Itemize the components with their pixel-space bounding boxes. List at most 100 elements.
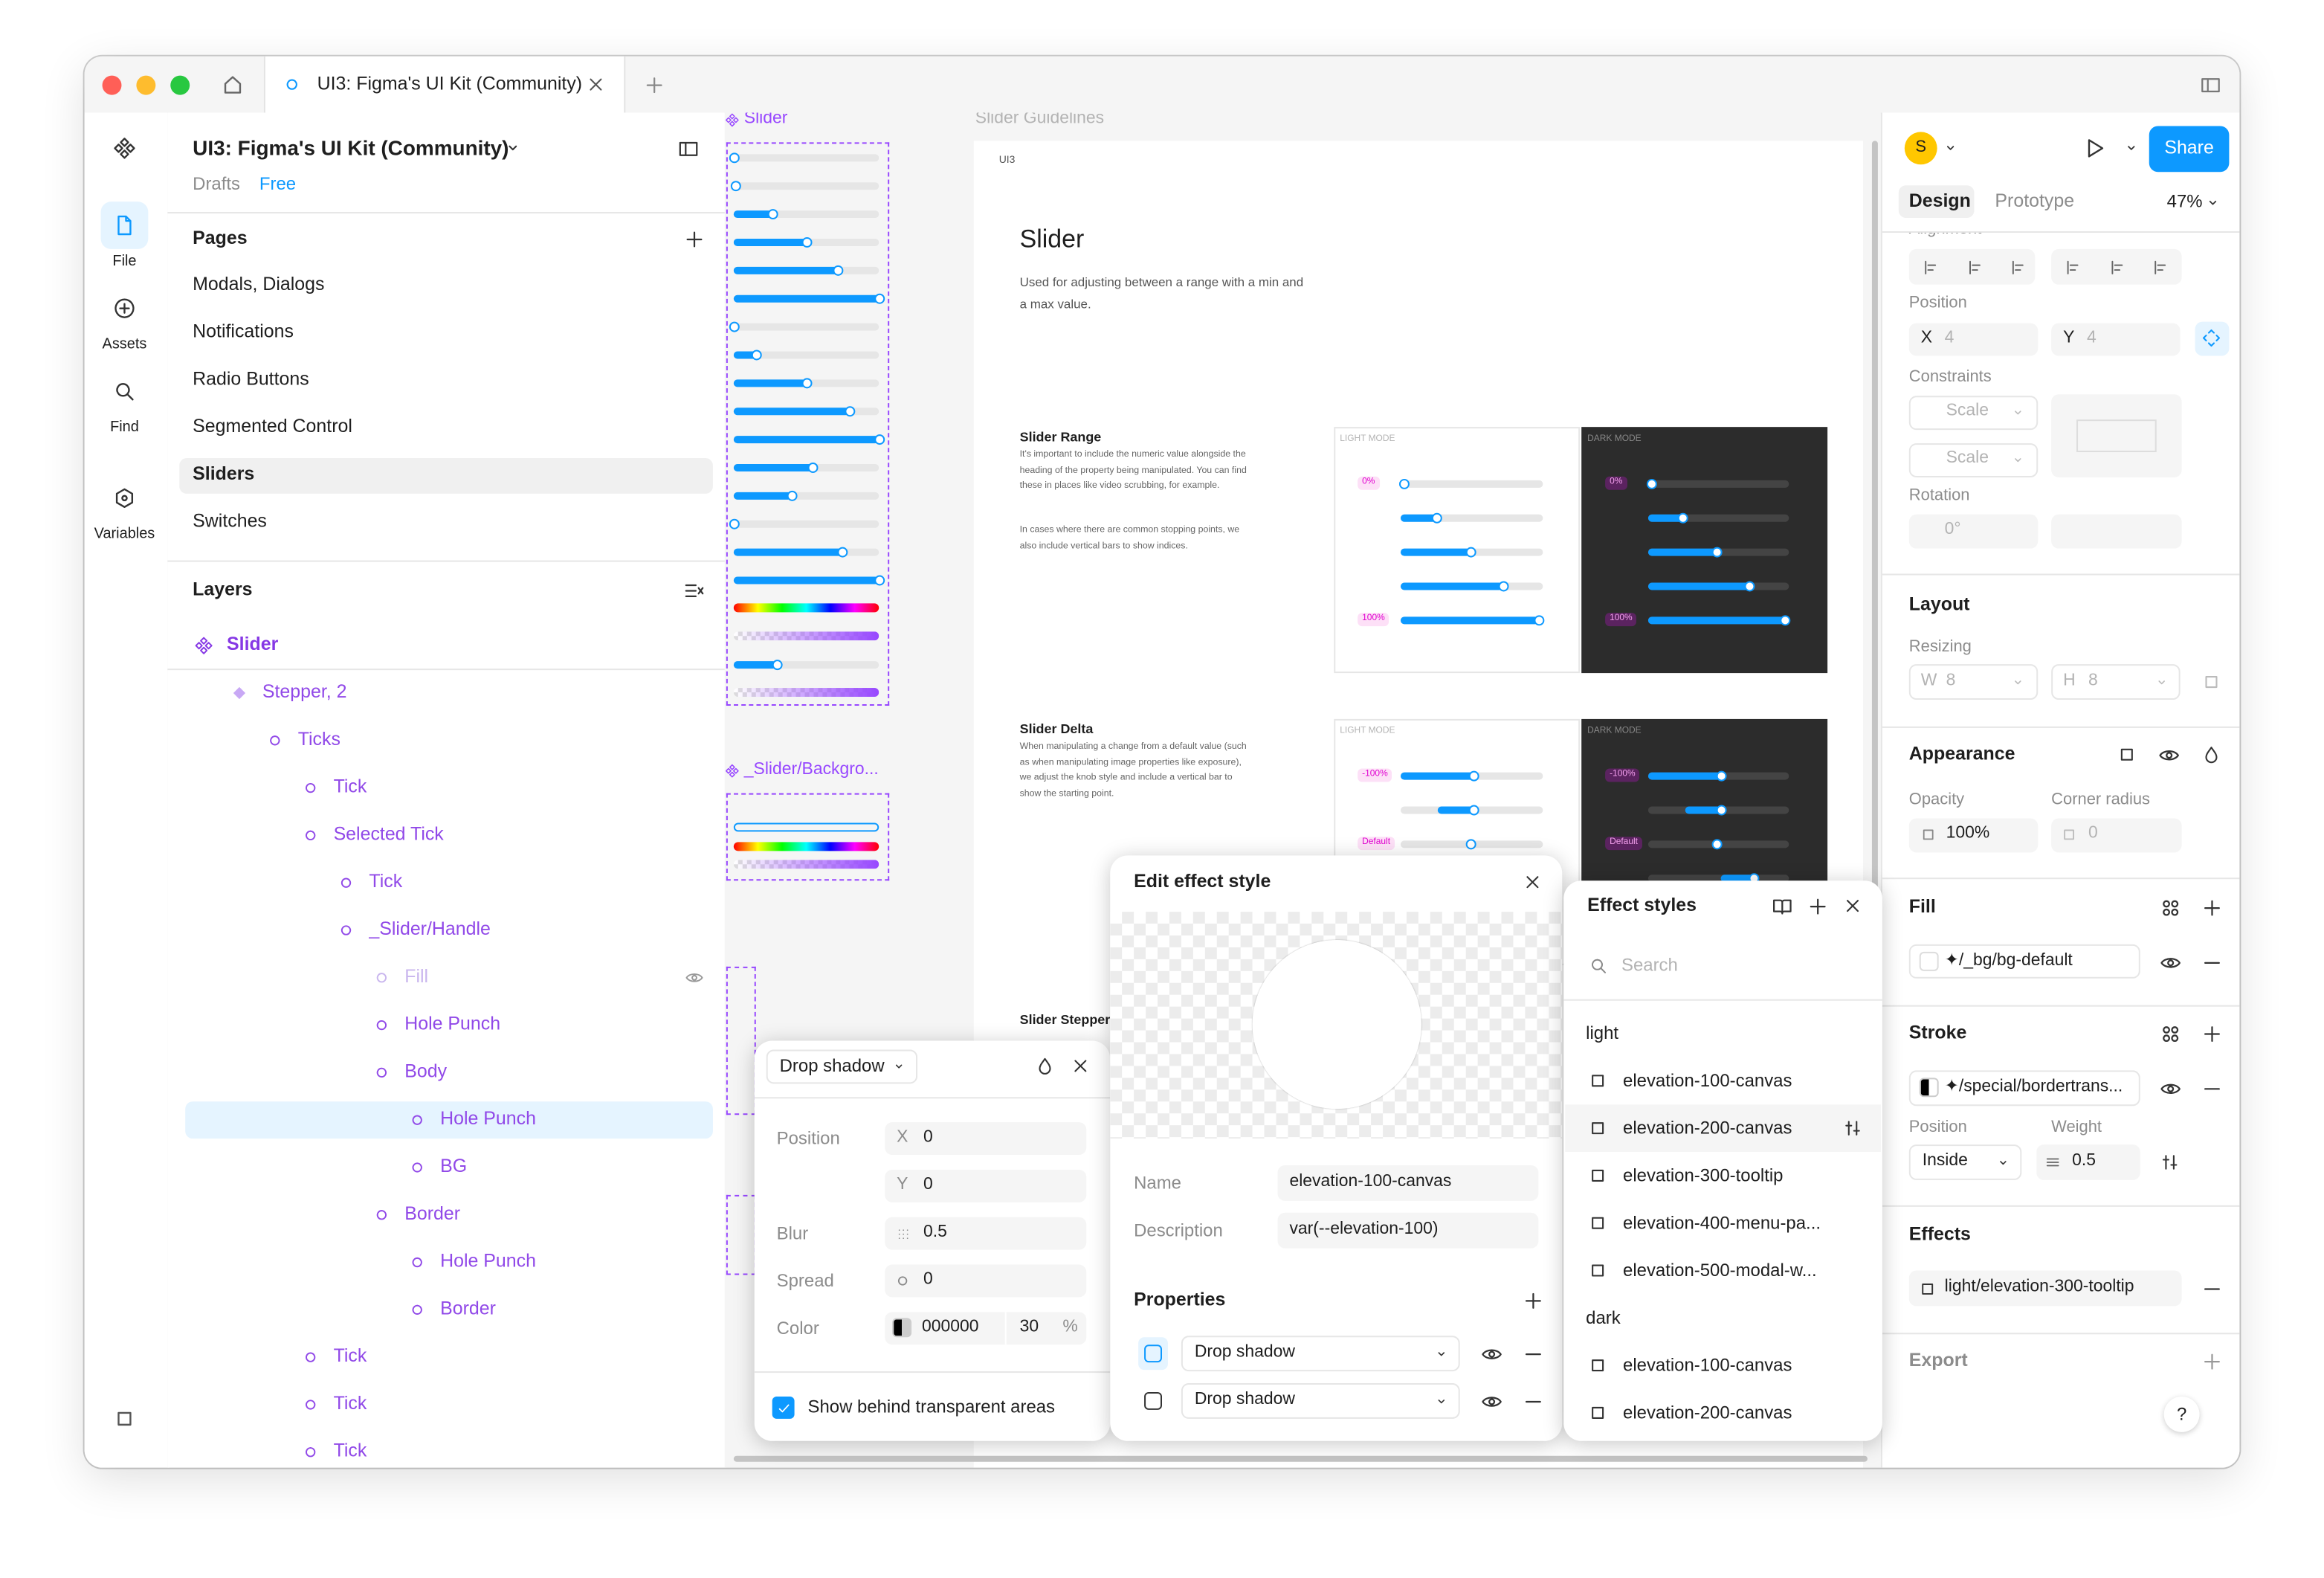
layer-icon[interactable] <box>300 1394 320 1414</box>
visibility-button[interactable] <box>2157 744 2180 766</box>
layer-icon[interactable] <box>371 1062 390 1081</box>
layer-icon[interactable] <box>371 967 390 987</box>
select-chevron[interactable] <box>1433 1393 1449 1409</box>
layers-options[interactable] <box>682 579 705 602</box>
close-popover[interactable] <box>1070 1055 1091 1076</box>
shadow-input[interactable] <box>885 1169 1087 1202</box>
select-chevron[interactable] <box>890 1057 906 1074</box>
x-input[interactable] <box>1908 323 2039 356</box>
styles-button[interactable] <box>2159 896 2181 918</box>
effect-select[interactable] <box>1181 1336 1460 1372</box>
visibility-button[interactable] <box>1480 1342 1502 1365</box>
radius-icon[interactable] <box>2060 825 2078 843</box>
close-dialog[interactable] <box>1522 872 1543 892</box>
layer-icon[interactable] <box>300 1442 320 1461</box>
effect-checkbox[interactable] <box>1144 1392 1162 1410</box>
zoom-menu[interactable] <box>2204 194 2222 212</box>
select-chevron[interactable] <box>1433 1345 1449 1362</box>
constraint-toggle[interactable] <box>2195 321 2230 356</box>
close-panel[interactable] <box>1842 895 1863 916</box>
constraint-icon[interactable] <box>2201 328 2222 349</box>
align-button[interactable] <box>1965 257 1984 277</box>
h-constraint[interactable] <box>1908 396 2039 431</box>
layer-icon[interactable] <box>371 1205 390 1224</box>
fill-row[interactable] <box>1908 944 2140 979</box>
close-button[interactable] <box>101 74 121 94</box>
select-chevron[interactable] <box>1994 1154 2010 1170</box>
present-menu[interactable] <box>2123 139 2140 157</box>
effect-icon[interactable] <box>1917 1278 1937 1298</box>
ai-button[interactable] <box>113 1407 137 1431</box>
name-input[interactable] <box>1277 1165 1539 1201</box>
help-button[interactable] <box>2163 1396 2200 1432</box>
align-button[interactable] <box>1920 257 1940 277</box>
rail-button[interactable] <box>113 486 137 510</box>
effect-select[interactable] <box>1181 1383 1460 1419</box>
layer-icon[interactable] <box>300 778 320 797</box>
effect-type-select[interactable] <box>766 1049 918 1084</box>
add-stroke[interactable] <box>2201 1023 2223 1045</box>
description-input[interactable] <box>1277 1212 1539 1249</box>
opacity-icon[interactable] <box>1920 825 1937 843</box>
align-button[interactable] <box>2007 257 2027 277</box>
remove-effect[interactable] <box>2201 1278 2223 1300</box>
style-icon[interactable] <box>1587 1213 1608 1234</box>
add-effect[interactable] <box>1521 1289 1543 1311</box>
shadow-input[interactable] <box>885 1122 1087 1156</box>
shadow-input[interactable] <box>885 1217 1087 1250</box>
opacity-input[interactable] <box>1908 818 2039 853</box>
layer-icon[interactable] <box>300 825 320 844</box>
select-chevron[interactable] <box>2009 674 2025 690</box>
align-button[interactable] <box>2107 257 2126 277</box>
styles-button[interactable] <box>2159 1023 2181 1045</box>
close-tab[interactable] <box>585 74 606 95</box>
shadow-input[interactable] <box>885 1264 1087 1298</box>
blend-button[interactable] <box>2201 744 2222 765</box>
new-tab[interactable] <box>642 74 665 96</box>
layer-icon[interactable] <box>300 1347 320 1366</box>
minimize-button[interactable] <box>135 74 155 94</box>
frame-icon[interactable] <box>725 113 740 128</box>
select-chevron[interactable] <box>2009 404 2025 420</box>
layer-icon[interactable] <box>336 872 355 892</box>
toggle-panel[interactable] <box>677 137 699 159</box>
window-menu[interactable] <box>2199 74 2221 96</box>
present-button[interactable] <box>2082 136 2106 160</box>
layer-icon[interactable] <box>407 1157 426 1176</box>
remove-effect[interactable] <box>1521 1342 1543 1365</box>
add-fill[interactable] <box>2201 896 2223 918</box>
style-icon[interactable] <box>1587 1403 1608 1423</box>
weight-icon[interactable] <box>2044 1153 2062 1171</box>
layer-icon[interactable] <box>407 1110 426 1129</box>
style-icon[interactable] <box>1587 1355 1608 1376</box>
align-button[interactable] <box>2150 257 2169 277</box>
remove-stroke[interactable] <box>2201 1077 2223 1099</box>
zoom-button[interactable] <box>170 74 190 94</box>
layer-icon[interactable] <box>407 1252 426 1272</box>
stroke-settings[interactable] <box>2160 1152 2181 1173</box>
frame-icon[interactable] <box>725 764 740 779</box>
mode-button[interactable] <box>2117 744 2137 765</box>
v-constraint[interactable] <box>1908 443 2039 477</box>
layer-icon[interactable] <box>371 1015 390 1034</box>
stroke-row[interactable] <box>1908 1070 2140 1107</box>
visibility-button[interactable] <box>1480 1390 1502 1412</box>
blend-button[interactable] <box>1035 1055 1056 1076</box>
effect-row[interactable] <box>1908 1270 2182 1307</box>
figma-menu[interactable] <box>113 136 137 160</box>
shadow-input[interactable] <box>885 1312 1087 1345</box>
share-button[interactable] <box>2149 126 2230 173</box>
effect-checkbox[interactable] <box>1144 1344 1162 1363</box>
select-chevron[interactable] <box>2153 674 2169 690</box>
select-chevron[interactable] <box>2009 451 2025 468</box>
tab-icon[interactable] <box>282 74 303 95</box>
rail-button[interactable] <box>113 379 137 403</box>
y-input[interactable] <box>2051 323 2181 356</box>
stroke-position[interactable] <box>1908 1144 2022 1180</box>
blur-icon[interactable] <box>894 1226 911 1242</box>
visibility-button[interactable] <box>2159 951 2181 973</box>
visibility-button[interactable] <box>2159 1077 2181 1099</box>
edit-style[interactable] <box>1842 1118 1863 1139</box>
checkbox[interactable] <box>772 1396 795 1419</box>
create-style[interactable] <box>1806 895 1828 917</box>
